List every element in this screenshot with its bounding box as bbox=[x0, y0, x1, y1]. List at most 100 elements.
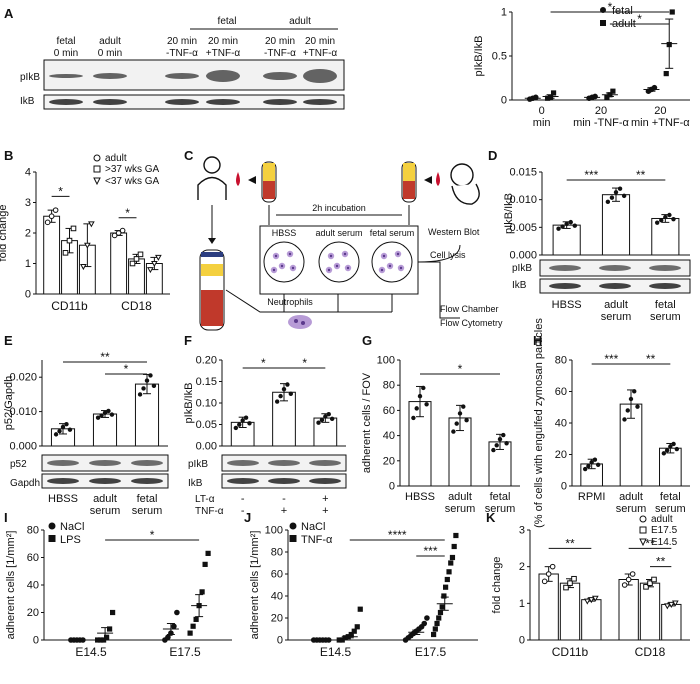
chart-a-point-1-1-0 bbox=[604, 94, 610, 100]
panel-d-band-bottom-1 bbox=[599, 283, 631, 289]
chart-h-point-0-4 bbox=[595, 462, 601, 468]
adult-blood-fill bbox=[263, 181, 275, 199]
chart-g-ytick-label-5: 100 bbox=[377, 355, 395, 367]
chart-d-point-1-1 bbox=[609, 195, 615, 200]
panel-f-band-top-1 bbox=[268, 460, 300, 466]
chart-i-point-1-1-4 bbox=[199, 589, 205, 595]
chart-j-point-1-0-7 bbox=[421, 620, 428, 627]
well-cell-nucleus-2-4 bbox=[380, 268, 384, 272]
f-tnf-sign-1: + bbox=[281, 505, 287, 517]
blot-a-band-ikb-1 bbox=[93, 99, 127, 105]
blot-a-band-ikb-4 bbox=[263, 99, 297, 105]
chart-j-point-1-1-5 bbox=[439, 604, 445, 610]
chart-h-point-1-4 bbox=[635, 404, 640, 409]
chart-j-point-0-1-7 bbox=[357, 606, 363, 612]
chart-f: 0.00 0.05 0.10 0.15 0.20 pIkB/IkB * * bbox=[183, 355, 346, 453]
chart-j-sig-0-label: **** bbox=[388, 528, 407, 542]
chart-i-point-1-1-0 bbox=[187, 630, 193, 636]
panel-e-blot: p52 Gapdh bbox=[10, 454, 169, 489]
neutrophil-icon bbox=[288, 315, 312, 329]
fetus-body-icon bbox=[451, 183, 480, 205]
well-adult-icon bbox=[318, 241, 360, 283]
chart-j-point-0-1-5 bbox=[351, 628, 357, 634]
chart-f-point-2-1 bbox=[319, 417, 325, 423]
well-cell-nucleus-0-0 bbox=[274, 254, 278, 258]
chart-b-ytick-label-0: 0 bbox=[25, 289, 31, 301]
chart-e-point-2-1 bbox=[141, 386, 146, 391]
chart-e-point-0-1 bbox=[57, 428, 62, 434]
chart-a-point-1-1-2 bbox=[610, 88, 616, 94]
chart-b-xlabel-1: CD18 bbox=[121, 299, 152, 313]
chart-b-sig-0-label: * bbox=[58, 184, 63, 198]
chart-j-point-1-1-8 bbox=[444, 576, 450, 583]
panel-e-band-top-2 bbox=[131, 460, 163, 466]
chart-a-xlabel-0-line2: min bbox=[533, 117, 551, 129]
chart-j-point-1-1-12 bbox=[451, 543, 457, 550]
chart-b-point-0-1-0 bbox=[62, 250, 69, 256]
chart-g-point-0-3 bbox=[421, 385, 426, 391]
chart-h-xlabel-1: adult bbox=[619, 491, 643, 503]
chart-a-xlabel-1: 20 bbox=[595, 105, 607, 117]
legend-i-nacl-label: NaCl bbox=[60, 521, 84, 533]
chart-d-point-0-1 bbox=[560, 224, 565, 229]
chart-d-ytick-label-3: 0.015 bbox=[509, 167, 537, 179]
chart-k-ytick-label-3: 3 bbox=[519, 525, 525, 537]
blot-a-band-ikb-3 bbox=[206, 99, 240, 105]
chart-g-ytick-label-1: 20 bbox=[383, 455, 395, 467]
chart-k-point-0-0-1 bbox=[545, 571, 552, 577]
chart-d-point-0-3 bbox=[568, 219, 573, 225]
chart-d-point-2-3 bbox=[667, 212, 672, 218]
chart-d-point-0-4 bbox=[572, 223, 578, 228]
blot-lane-4-line1: 20 min bbox=[208, 36, 238, 47]
chart-j-point-1-1-11 bbox=[449, 554, 456, 561]
chart-b-point-0-1-2 bbox=[70, 225, 77, 232]
chart-f-point-0-0 bbox=[233, 425, 239, 431]
chart-g-ytick-label-2: 40 bbox=[383, 430, 395, 442]
chart-h-ytick-label-0: 0 bbox=[561, 481, 567, 493]
blot-a-band-ikb-5 bbox=[303, 99, 337, 105]
chart-g-point-1-4 bbox=[464, 418, 469, 423]
blot-a-band-pikb-0 bbox=[49, 74, 83, 78]
chart-i-point-0-1-5 bbox=[110, 609, 116, 616]
chart-d-point-2-1 bbox=[659, 218, 664, 223]
legend-b-term-label: >37 wks GA bbox=[105, 164, 160, 175]
chart-a-sig-0-label: * bbox=[608, 0, 613, 14]
chart-h-point-2-3 bbox=[671, 441, 676, 447]
chart-k-point-0-0-0 bbox=[541, 578, 548, 585]
chart-i-xlabel-1: E17.5 bbox=[169, 645, 201, 659]
chart-i-point-1-0-3 bbox=[171, 623, 177, 630]
f-tnf-sign-0: - bbox=[241, 505, 245, 517]
legend-k-e175-label: E17.5 bbox=[651, 525, 678, 536]
chart-k-bar-1-2 bbox=[661, 603, 682, 641]
chart-j-point-1-1-10 bbox=[448, 560, 454, 566]
chart-f-point-1-0 bbox=[274, 399, 280, 404]
panel-f-band-top-0 bbox=[227, 460, 259, 466]
chart-b-point-0-2-0 bbox=[80, 264, 87, 271]
blot-lane-1-line1: fetal bbox=[57, 36, 76, 47]
panel-label-b: B bbox=[4, 148, 13, 163]
chart-i-ytick-label-1: 20 bbox=[27, 607, 39, 619]
well-cell-nucleus-2-3 bbox=[399, 266, 403, 270]
chart-f-sig-0-label: * bbox=[261, 356, 266, 370]
fetus-head-icon bbox=[450, 163, 474, 187]
chart-i: 0 20 40 60 80 adherent cells [1/mm²] E14.5 E17.… bbox=[5, 525, 232, 659]
chart-d-bar-1 bbox=[601, 194, 631, 256]
chart-g-sig-0-label: * bbox=[458, 362, 463, 376]
panel-label-j: J bbox=[244, 510, 251, 525]
blot-group-fetal: fetal bbox=[218, 16, 237, 27]
chart-j-ytick-label-0: 0 bbox=[277, 635, 283, 647]
chart-a-ytick-label-2: 1 bbox=[501, 7, 507, 19]
chart-j-point-0-1-2 bbox=[342, 635, 348, 641]
chart-h-ylabel: (% of cells with engulfed zymosan partic… bbox=[533, 318, 545, 528]
chart-g-xlabel-0: HBSS bbox=[405, 491, 435, 503]
chart-k-xlabel-1: CD18 bbox=[635, 645, 666, 659]
chart-j-point-1-1-13 bbox=[453, 532, 459, 539]
chart-b-point-0-0-0 bbox=[44, 219, 51, 226]
legend-k-e145-marker bbox=[639, 538, 647, 547]
panel-f-band-top-2 bbox=[309, 460, 341, 466]
chart-d-point-2-0 bbox=[654, 220, 660, 225]
arrow-left-icon bbox=[424, 176, 432, 184]
chart-i-point-1-0-1 bbox=[165, 634, 171, 641]
